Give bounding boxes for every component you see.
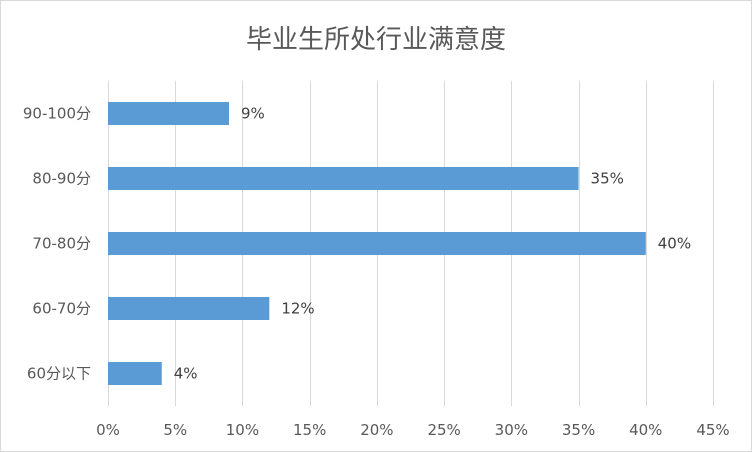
data-label: 4% [174, 365, 198, 383]
chart-title: 毕业生所处行业满意度 [246, 25, 506, 55]
y-category-label: 90-100分 [23, 105, 91, 123]
bar [108, 232, 646, 255]
bars [108, 102, 646, 385]
x-axis-ticks: 0% 5% 10% 15% 20% 25% 30% 35% 40% 45% [96, 421, 730, 439]
bar [108, 167, 579, 190]
x-tick-label: 25% [427, 421, 460, 439]
y-category-label: 60-70分 [32, 300, 91, 318]
x-tick-label: 20% [360, 421, 393, 439]
data-labels: 9% 35% 40% 12% 4% [174, 105, 691, 383]
x-tick-label: 30% [495, 421, 528, 439]
x-tick-label: 5% [163, 421, 187, 439]
data-label: 40% [658, 235, 691, 253]
y-axis-categories: 90-100分 80-90分 70-80分 60-70分 60分以下 [23, 105, 91, 383]
bar [108, 362, 162, 385]
bar [108, 102, 229, 125]
x-tick-label: 10% [226, 421, 259, 439]
x-tick-label: 45% [696, 421, 729, 439]
x-tick-label: 15% [293, 421, 326, 439]
x-tick-label: 0% [96, 421, 120, 439]
x-tick-label: 35% [562, 421, 595, 439]
bar [108, 297, 270, 320]
data-label: 9% [241, 105, 265, 123]
y-category-label: 80-90分 [32, 170, 91, 188]
x-tick-label: 40% [629, 421, 662, 439]
data-label: 12% [281, 300, 314, 318]
y-category-label: 70-80分 [32, 235, 91, 253]
y-category-label: 60分以下 [27, 365, 91, 383]
data-label: 35% [591, 170, 624, 188]
